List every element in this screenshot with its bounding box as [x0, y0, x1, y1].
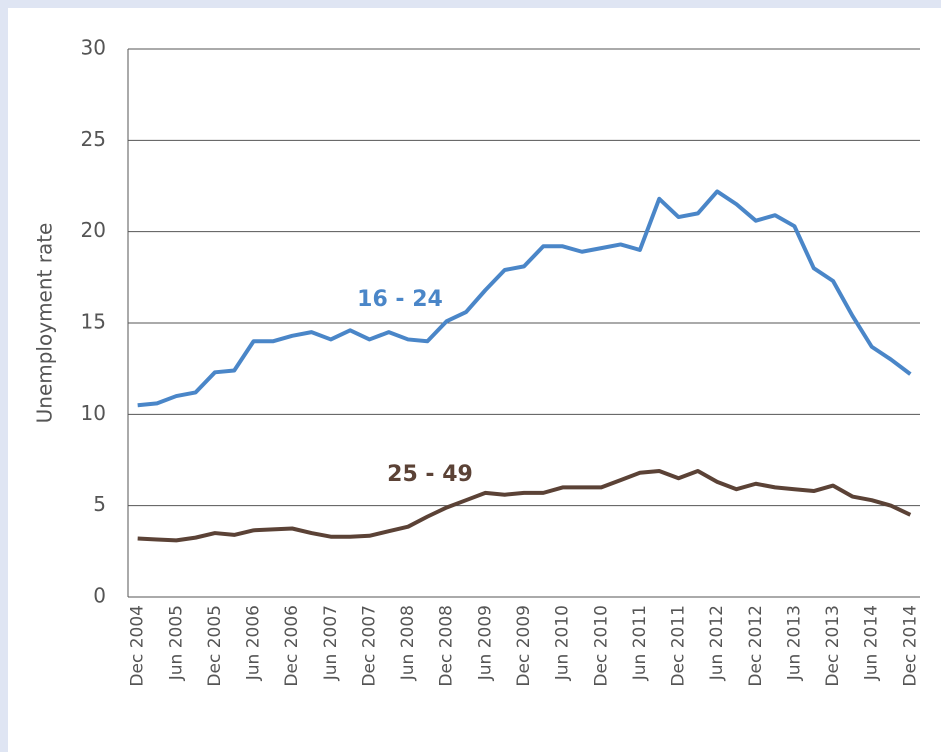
x-tick-label: Dec 2010 [591, 605, 611, 687]
x-tick-label: Dec 2011 [669, 605, 689, 687]
x-tick-label: Dec 2005 [205, 605, 225, 687]
x-tick-label: Jun 2013 [784, 605, 804, 681]
y-tick-label: 20 [81, 218, 106, 242]
x-tick-label: Dec 2007 [359, 605, 379, 687]
x-tick-label: Jun 2009 [475, 605, 495, 681]
x-tick-label: Jun 2012 [707, 605, 727, 681]
series-label: 25 - 49 [387, 462, 473, 487]
chart-panel: Unemployment rate 0 5 10 15 20 25 30 Dec 2004 Ju… [8, 8, 941, 752]
x-tick-label: Dec 2008 [437, 605, 457, 687]
x-tick-label: Jun 2008 [398, 605, 418, 681]
x-tick-label: Dec 2009 [514, 605, 534, 687]
x-tick-label: Jun 2011 [630, 605, 650, 681]
x-tick-label: Jun 2005 [166, 605, 186, 681]
line-series [137, 189, 912, 408]
x-tick-label: Jun 2010 [553, 605, 573, 681]
y-tick-label: 5 [93, 492, 106, 516]
x-tick-label: Dec 2013 [823, 605, 843, 687]
y-tick-label: 15 [81, 310, 106, 334]
series-label: 16 - 24 [357, 287, 443, 312]
chart: Unemployment rate 0 5 10 15 20 25 30 Dec 2004 Ju… [33, 36, 921, 687]
x-tick-label: Dec 2014 [900, 605, 920, 687]
y-tick-label: 0 [93, 584, 106, 608]
x-tick-label: Jun 2014 [862, 605, 882, 681]
x-tick-label: Dec 2012 [746, 605, 766, 687]
y-tick-label: 30 [81, 36, 106, 60]
x-tick-label: Dec 2006 [282, 605, 302, 687]
y-tick-label: 10 [81, 401, 106, 425]
line-series [137, 468, 912, 543]
x-tick-label: Jun 2007 [321, 605, 341, 681]
x-tick-label: Dec 2004 [128, 605, 148, 687]
y-tick-label: 25 [81, 127, 106, 151]
y-axis-label: Unemployment rate [33, 223, 57, 424]
x-tick-label: Jun 2006 [244, 605, 264, 681]
